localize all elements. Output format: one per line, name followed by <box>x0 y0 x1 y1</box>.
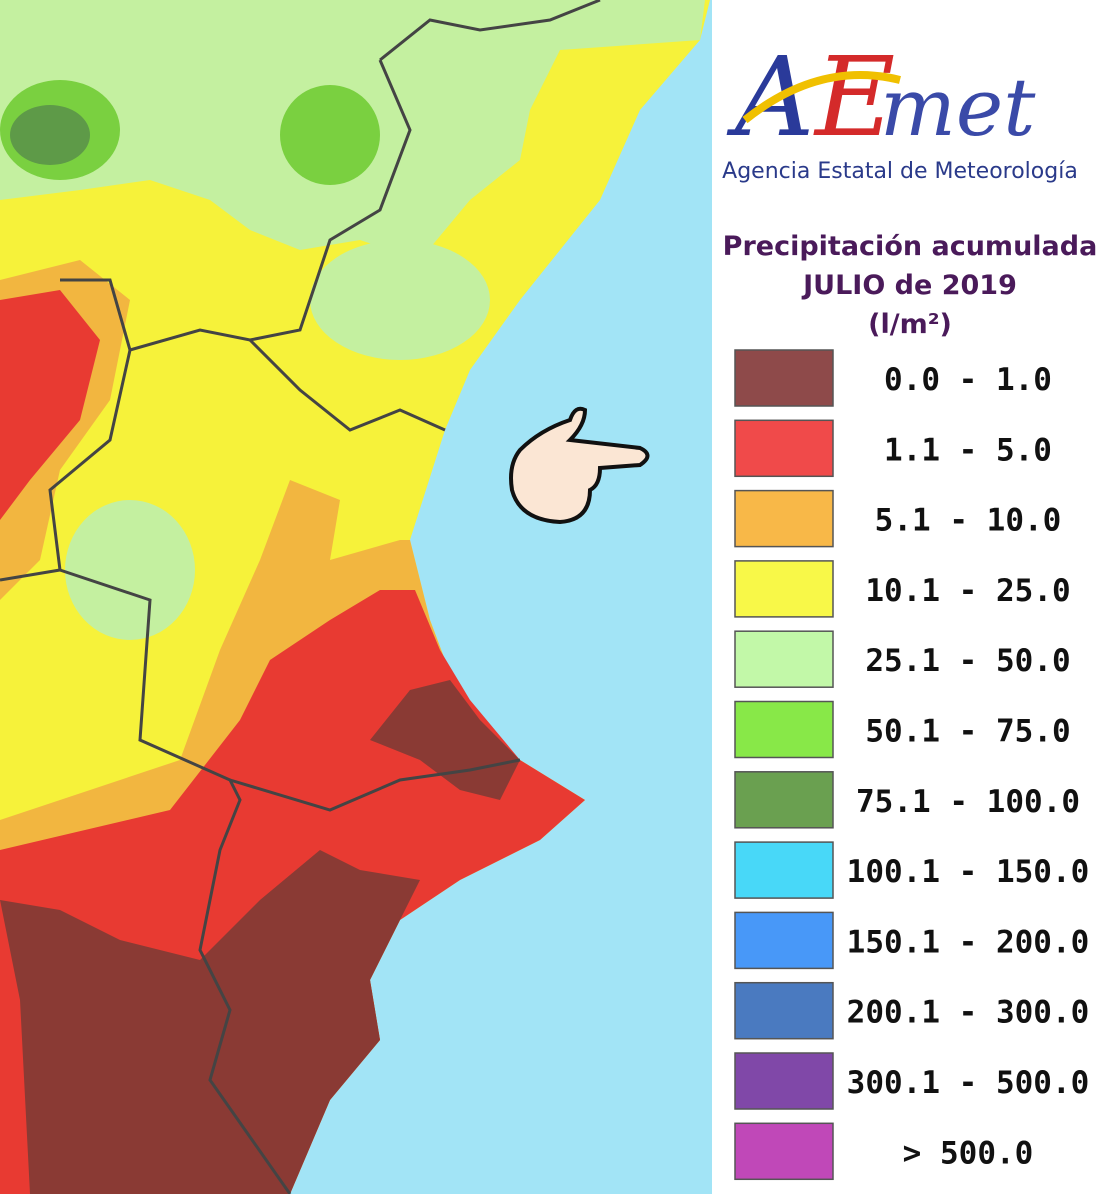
legend-swatch <box>734 911 834 970</box>
border <box>248 338 446 432</box>
logo-letter: A <box>726 33 814 161</box>
legend-label: 1.1 - 5.0 <box>884 432 1052 468</box>
legend-swatch <box>734 1122 834 1181</box>
pointer-hand <box>509 406 650 525</box>
legend-title: Precipitación acumulada <box>723 231 1098 262</box>
legend-label: 25.1 - 50.0 <box>865 643 1070 679</box>
logo-letter: E <box>813 33 895 161</box>
legend-swatch <box>734 560 834 618</box>
legend-swatch <box>734 771 834 829</box>
legend-title: JULIO de 2019 <box>801 270 1017 301</box>
legend-swatch <box>734 1052 834 1110</box>
legend-label: 5.1 - 10.0 <box>875 503 1062 539</box>
legend-label: 10.1 - 25.0 <box>865 573 1070 609</box>
border <box>229 758 521 812</box>
map <box>0 0 712 1194</box>
logo-swoosh <box>742 71 901 124</box>
zone-light-green <box>310 240 490 360</box>
legend-label: 200.1 - 300.0 <box>847 995 1090 1031</box>
legend-swatch <box>734 419 834 478</box>
legend-label: 0.0 - 1.0 <box>884 362 1052 398</box>
zone-brown <box>370 680 520 800</box>
legend-label: 75.1 - 100.0 <box>856 784 1080 820</box>
legend-title: (l/m²) <box>868 309 952 340</box>
agency-name: Agencia Estatal de Meteorología <box>722 159 1078 184</box>
legend-swatch <box>734 981 834 1040</box>
zone-green <box>280 85 380 185</box>
legend-swatch <box>734 630 834 688</box>
zone-light-green <box>65 500 195 640</box>
legend-swatch <box>734 489 834 548</box>
legend-swatch <box>734 700 834 759</box>
logo-letter: met <box>880 61 1036 154</box>
legend-swatch <box>734 841 834 899</box>
legend-label: 50.1 - 75.0 <box>865 714 1070 750</box>
legend-label: 300.1 - 500.0 <box>847 1065 1090 1101</box>
zone-brown <box>0 850 420 1194</box>
zone-red <box>0 290 100 520</box>
zone-dark-green <box>10 105 90 165</box>
legend-label: 100.1 - 150.0 <box>847 854 1090 890</box>
border <box>379 0 601 62</box>
legend-label: > 500.0 <box>903 1135 1034 1171</box>
legend-label: 150.1 - 200.0 <box>847 924 1090 960</box>
border <box>60 59 412 352</box>
legend-swatch <box>734 349 834 407</box>
border <box>0 568 61 582</box>
